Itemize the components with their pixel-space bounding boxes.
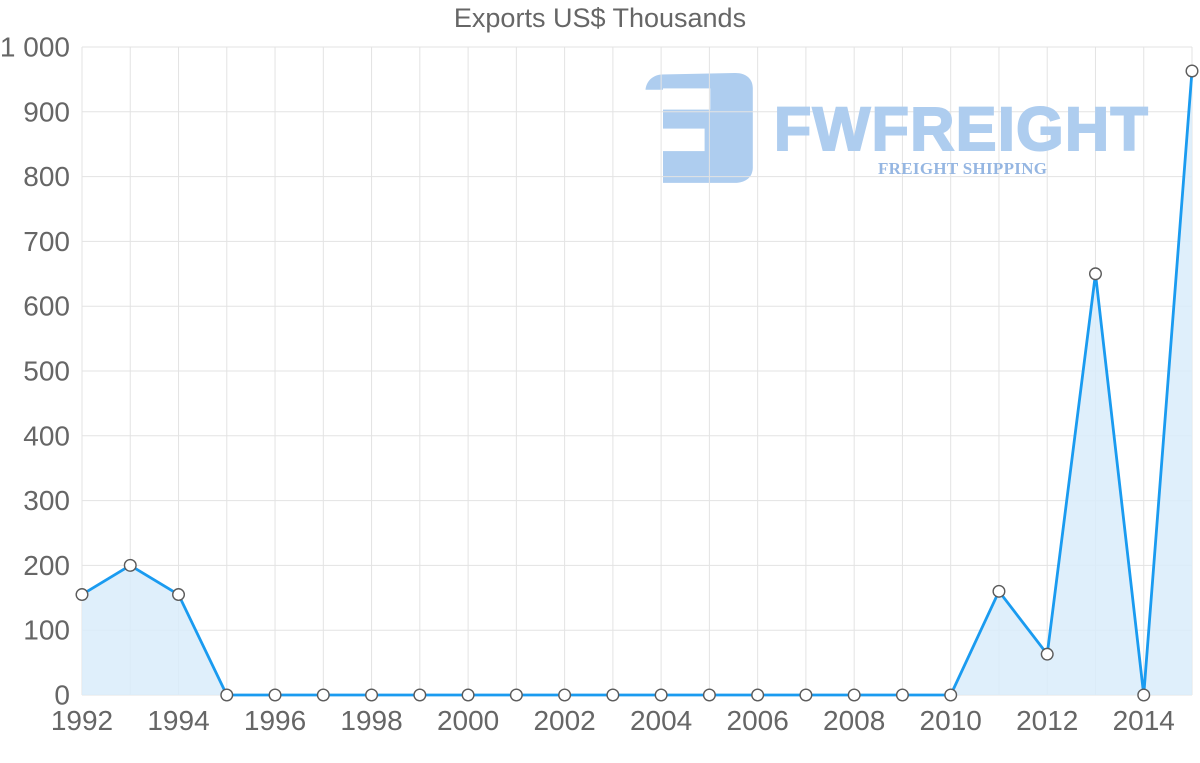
svg-text:1998: 1998 [340,705,402,736]
svg-text:2008: 2008 [823,705,885,736]
svg-text:2014: 2014 [1113,705,1175,736]
svg-text:2006: 2006 [727,705,789,736]
svg-text:2000: 2000 [437,705,499,736]
svg-text:1 000: 1 000 [0,32,70,63]
svg-text:400: 400 [23,420,70,451]
svg-text:1992: 1992 [51,705,113,736]
svg-text:100: 100 [23,615,70,646]
svg-text:2012: 2012 [1016,705,1078,736]
svg-text:300: 300 [23,485,70,516]
svg-text:600: 600 [23,291,70,322]
svg-text:700: 700 [23,226,70,257]
svg-text:2004: 2004 [630,705,692,736]
svg-text:500: 500 [23,356,70,387]
svg-text:1996: 1996 [244,705,306,736]
svg-text:2002: 2002 [533,705,595,736]
svg-text:900: 900 [23,96,70,127]
svg-text:200: 200 [23,550,70,581]
svg-text:1994: 1994 [147,705,209,736]
svg-text:800: 800 [23,161,70,192]
svg-text:2010: 2010 [920,705,982,736]
